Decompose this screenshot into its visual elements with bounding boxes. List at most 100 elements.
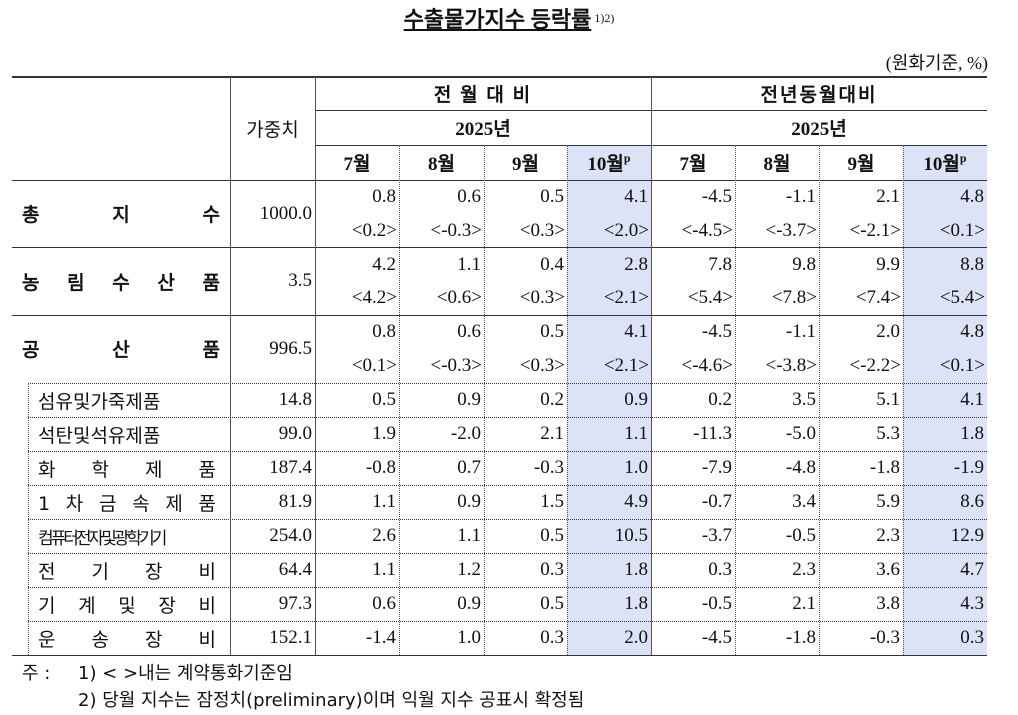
label-text: 석탄및석유제품 bbox=[38, 424, 161, 447]
weight-header: 가중치 bbox=[246, 119, 299, 141]
contract-value: <5.4> bbox=[939, 287, 985, 309]
highlight bbox=[567, 145, 651, 655]
value: -4.5 bbox=[701, 627, 732, 648]
label-text: 농 림 수 산 품 bbox=[22, 271, 220, 294]
value: 4.9 bbox=[624, 491, 648, 512]
value: -1.8 bbox=[785, 627, 816, 648]
value: 8.8 bbox=[960, 253, 984, 275]
value: 0.7 bbox=[457, 457, 481, 478]
weight: 81.9 bbox=[278, 491, 312, 512]
month-header: 10월 p bbox=[903, 145, 987, 180]
value: 0.6 bbox=[372, 593, 396, 614]
month: 8월 bbox=[763, 154, 791, 175]
value: 4.3 bbox=[960, 593, 984, 614]
row-label: 화 학 제 품 bbox=[28, 451, 222, 485]
value: 4.8 bbox=[960, 321, 984, 342]
v-rule bbox=[903, 145, 904, 655]
month-mark: p bbox=[623, 151, 631, 165]
value: 0.2 bbox=[708, 389, 732, 410]
value: 0.5 bbox=[540, 525, 564, 546]
value: 0.9 bbox=[457, 389, 481, 410]
value: 1.9 bbox=[372, 423, 396, 444]
row-label: 섬유및가죽제품 bbox=[28, 383, 222, 417]
contract-value: <7.4> bbox=[855, 287, 901, 309]
group-header: 전년동월대비 bbox=[760, 84, 878, 106]
note: 2) 당월 지수는 잠정치(preliminary)이며 익월 지수 공표시 확… bbox=[78, 690, 585, 711]
contract-value: <4.2> bbox=[351, 287, 397, 309]
value: -1.8 bbox=[869, 457, 900, 478]
value: -0.5 bbox=[785, 525, 816, 546]
value: 2.1 bbox=[792, 593, 816, 614]
contract-value: <0.3> bbox=[519, 219, 565, 241]
value: 1.0 bbox=[624, 457, 648, 478]
value: -2.0 bbox=[450, 423, 481, 444]
value: 3.8 bbox=[876, 593, 900, 614]
month: 9월 bbox=[847, 154, 875, 175]
label-text: 공 산 품 bbox=[22, 339, 220, 362]
value: 4.7 bbox=[960, 559, 984, 580]
value: 0.3 bbox=[960, 627, 984, 648]
value: 0.2 bbox=[540, 389, 564, 410]
value: -0.3 bbox=[869, 627, 900, 648]
value: 2.1 bbox=[540, 423, 564, 444]
value: -3.7 bbox=[701, 525, 732, 546]
contract-value: <2.1> bbox=[603, 287, 649, 309]
value: 1.1 bbox=[372, 491, 396, 512]
value: -0.7 bbox=[701, 491, 732, 512]
value: 4.1 bbox=[960, 389, 984, 410]
value: 2.0 bbox=[624, 627, 648, 648]
value: 12.9 bbox=[950, 525, 984, 546]
value: 1.0 bbox=[457, 627, 481, 648]
title-note: 1)2) bbox=[594, 10, 615, 25]
month-header: 7월 bbox=[315, 145, 399, 180]
v-rule bbox=[399, 145, 400, 655]
value: 0.5 bbox=[540, 593, 564, 614]
label-text: 1 차 금 속 제 품 bbox=[38, 492, 216, 515]
month-header: 8월 bbox=[735, 145, 819, 180]
month: 9월 bbox=[512, 154, 539, 175]
value: 5.3 bbox=[876, 423, 900, 444]
row-label: 운 송 장 비 bbox=[28, 621, 222, 655]
value: -11.3 bbox=[693, 423, 732, 444]
weight: 996.5 bbox=[269, 337, 312, 359]
value: 1.1 bbox=[457, 253, 481, 275]
h-rule bbox=[28, 451, 987, 452]
value: 5.9 bbox=[876, 491, 900, 512]
month-header: 10월 p bbox=[567, 145, 651, 180]
label-text: 운 송 장 비 bbox=[38, 628, 216, 651]
month: 10월 bbox=[923, 154, 960, 175]
value: 3.4 bbox=[792, 491, 816, 512]
weight: 187.4 bbox=[269, 457, 312, 478]
contract-value: <0.3> bbox=[519, 287, 565, 309]
h-rule bbox=[28, 485, 987, 486]
contract-value: <0.1> bbox=[939, 354, 985, 376]
month-mark: p bbox=[959, 151, 967, 165]
value: 0.6 bbox=[457, 321, 481, 342]
value: 5.1 bbox=[876, 389, 900, 410]
value: -0.5 bbox=[701, 593, 732, 614]
note-prefix: 주 : bbox=[22, 663, 51, 684]
label-text: 기 계 및 장 비 bbox=[38, 594, 216, 617]
value: 0.9 bbox=[457, 593, 481, 614]
contract-value: <-4.6> bbox=[681, 354, 733, 376]
value: 10.5 bbox=[614, 525, 648, 546]
contract-value: <0.3> bbox=[519, 354, 565, 376]
month-header: 9월 bbox=[819, 145, 903, 180]
unit: (원화기준, %) bbox=[885, 53, 988, 73]
contract-value: <2.0> bbox=[603, 219, 649, 241]
weight: 152.1 bbox=[269, 627, 312, 648]
value: -4.5 bbox=[701, 321, 732, 342]
v-rule bbox=[819, 145, 820, 655]
month-header: 7월 bbox=[651, 145, 735, 180]
weight: 1000.0 bbox=[259, 202, 312, 224]
value: 0.9 bbox=[457, 491, 481, 512]
value: 4.1 bbox=[624, 186, 648, 207]
h-rule bbox=[12, 76, 987, 78]
value: 0.3 bbox=[540, 627, 564, 648]
row-label: 석탄및석유제품 bbox=[28, 417, 222, 451]
value: 0.6 bbox=[457, 186, 481, 207]
value: 9.9 bbox=[876, 253, 900, 275]
v-rule bbox=[651, 76, 652, 655]
highlight bbox=[903, 145, 987, 655]
contract-value: <-2.2> bbox=[849, 354, 901, 376]
